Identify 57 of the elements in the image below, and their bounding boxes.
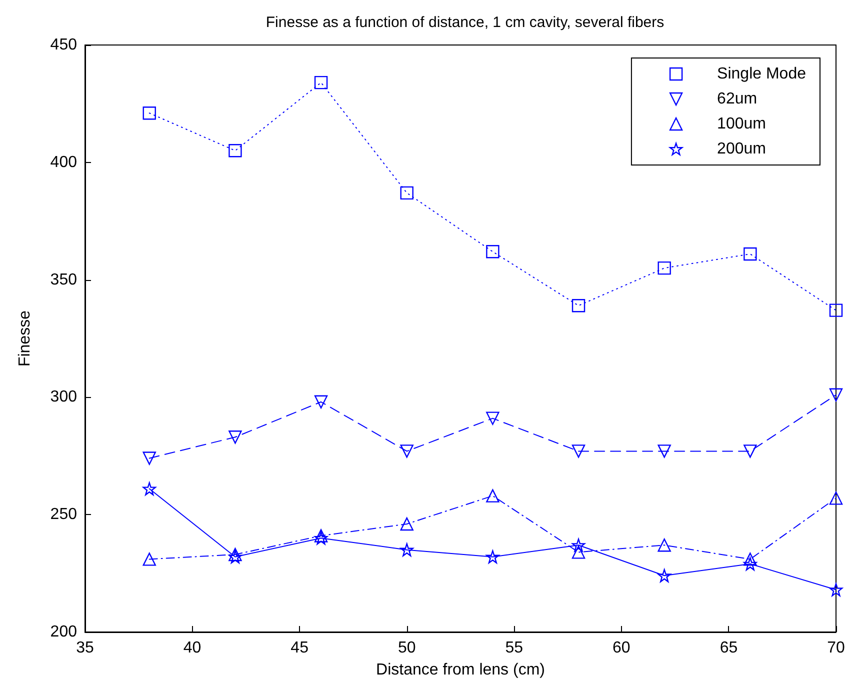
point bbox=[314, 529, 328, 542]
y-axis-title: Finesse bbox=[16, 310, 34, 367]
point bbox=[142, 106, 156, 120]
point bbox=[829, 304, 843, 317]
y-tick-label: 200 bbox=[50, 624, 78, 640]
point bbox=[400, 186, 414, 200]
point bbox=[228, 430, 242, 444]
point bbox=[572, 538, 586, 552]
x-tick-label: 65 bbox=[720, 640, 738, 656]
y-tick-label: 250 bbox=[50, 506, 78, 524]
y-tick-label: 350 bbox=[50, 271, 78, 288]
legend-label: 200um bbox=[717, 140, 766, 158]
legend-label: 62um bbox=[717, 90, 758, 108]
legend-label: Single Mode bbox=[717, 66, 806, 82]
point bbox=[486, 412, 500, 425]
point bbox=[228, 548, 242, 562]
point bbox=[658, 444, 671, 458]
point bbox=[486, 245, 500, 258]
point bbox=[572, 444, 586, 458]
x-tick-label: 55 bbox=[505, 640, 524, 656]
point bbox=[572, 299, 586, 312]
point bbox=[314, 76, 328, 90]
x-tick-label: 40 bbox=[183, 640, 202, 656]
x-tick-label: 70 bbox=[827, 640, 845, 656]
point bbox=[486, 489, 500, 502]
point bbox=[829, 492, 843, 505]
point bbox=[744, 552, 757, 566]
point bbox=[829, 388, 843, 402]
point bbox=[228, 144, 242, 158]
point bbox=[829, 583, 843, 596]
x-tick-label: 60 bbox=[612, 640, 630, 656]
y-tick-label: 400 bbox=[50, 154, 78, 171]
point bbox=[486, 550, 500, 564]
x-tick-label: 50 bbox=[398, 640, 416, 656]
x-tick-label: 45 bbox=[290, 640, 309, 656]
y-tick-label: 300 bbox=[50, 388, 78, 406]
point bbox=[658, 261, 671, 275]
point bbox=[658, 569, 671, 582]
legend-label: 100um bbox=[717, 116, 766, 132]
point bbox=[744, 247, 757, 261]
point bbox=[142, 482, 156, 496]
point bbox=[314, 395, 328, 408]
point bbox=[142, 452, 156, 465]
point bbox=[314, 531, 328, 545]
point bbox=[572, 546, 586, 559]
point bbox=[744, 444, 757, 458]
point bbox=[658, 538, 671, 552]
point bbox=[228, 550, 242, 564]
point bbox=[400, 444, 414, 458]
point bbox=[400, 543, 414, 556]
x-axis-title: Distance from lens (cm) bbox=[376, 662, 545, 678]
point bbox=[400, 517, 414, 531]
y-tick-label: 450 bbox=[50, 36, 78, 54]
x-tick-label: 35 bbox=[76, 640, 94, 656]
point bbox=[142, 552, 156, 566]
chart-title: Finesse as a function of distance, 1 cm cavity, several fibers bbox=[266, 14, 664, 31]
point bbox=[744, 557, 757, 571]
